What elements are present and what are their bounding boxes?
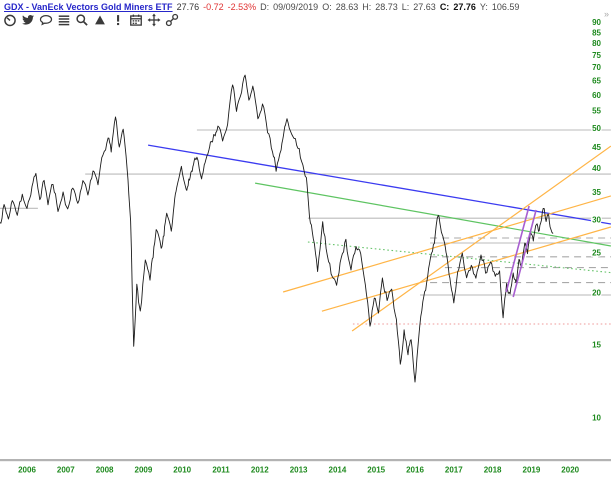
svg-text:2013: 2013 <box>290 466 308 475</box>
svg-text:30: 30 <box>592 216 601 225</box>
list-icon[interactable] <box>57 13 71 27</box>
svg-text:70: 70 <box>592 63 601 72</box>
overlay-lines <box>0 129 611 332</box>
dashboard-icon[interactable] <box>3 13 17 27</box>
svg-text:80: 80 <box>592 39 601 48</box>
collapse-icon[interactable]: » <box>603 9 609 19</box>
svg-text:90: 90 <box>592 18 601 27</box>
svg-text:25: 25 <box>592 249 601 258</box>
link-icon[interactable] <box>165 13 179 27</box>
symbol-link[interactable]: GDX - VanEck Vectors Gold Miners ETF <box>4 2 173 12</box>
open-label: O: <box>322 2 332 12</box>
svg-text:85: 85 <box>592 28 601 37</box>
search-icon[interactable] <box>75 13 89 27</box>
svg-text:45: 45 <box>592 143 601 152</box>
price-change: -0.72 <box>203 2 224 12</box>
overlay-orange-fan-mid[interactable] <box>321 226 611 312</box>
last-price: 27.76 <box>176 2 200 12</box>
svg-text:75: 75 <box>592 51 601 60</box>
svg-text:20: 20 <box>592 289 601 298</box>
exclamation-icon[interactable] <box>111 13 125 27</box>
svg-text:50: 50 <box>592 124 601 133</box>
low-value: 27.63 <box>413 2 436 12</box>
overlay-purple-channel-left[interactable] <box>505 205 530 293</box>
high-value: 28.73 <box>375 2 398 12</box>
svg-text:2009: 2009 <box>135 466 153 475</box>
yield-value: 106.59 <box>491 2 520 12</box>
triangle-up-icon[interactable] <box>93 13 107 27</box>
date-label: D: <box>260 2 270 12</box>
svg-text:35: 35 <box>592 188 601 197</box>
x-axis-labels: 2006 2007 2008 2009 2010 2011 2012 2013 2014 2015… <box>18 466 580 475</box>
svg-text:2008: 2008 <box>96 466 114 475</box>
svg-text:15: 15 <box>592 341 601 350</box>
svg-text:2018: 2018 <box>484 466 502 475</box>
overlay-downtrend-green[interactable] <box>254 182 611 247</box>
low-label: L: <box>401 2 410 12</box>
move-icon[interactable] <box>147 13 161 27</box>
svg-text:2017: 2017 <box>445 466 463 475</box>
svg-text:2015: 2015 <box>367 466 385 475</box>
channel-overlay <box>505 205 537 298</box>
svg-text:2006: 2006 <box>18 466 36 475</box>
overlay-downtrend-blue[interactable] <box>147 144 611 225</box>
overlay-orange-fan-steep[interactable] <box>351 145 611 332</box>
twitter-icon[interactable] <box>21 13 35 27</box>
close-label: C: <box>439 2 450 12</box>
overlay-purple-channel-right[interactable] <box>512 209 537 298</box>
high-label: H: <box>362 2 372 12</box>
axis-separator <box>0 459 611 462</box>
overlay-green-dotted-trend[interactable] <box>307 241 611 274</box>
comment-icon[interactable] <box>39 13 53 27</box>
price-change-pct: -2.53% <box>227 2 257 12</box>
svg-text:10: 10 <box>592 414 601 423</box>
date-value: 09/09/2019 <box>273 2 319 12</box>
yield-label: Y: <box>479 2 488 12</box>
chart-header: GDX - VanEck Vectors Gold Miners ETF 27.7… <box>4 2 523 12</box>
calendar-icon[interactable] <box>129 13 143 27</box>
svg-text:2010: 2010 <box>173 466 191 475</box>
close-value: 27.76 <box>453 2 476 12</box>
price-series <box>0 74 554 383</box>
svg-text:2012: 2012 <box>251 466 269 475</box>
svg-text:2007: 2007 <box>57 466 75 475</box>
svg-text:2019: 2019 <box>523 466 541 475</box>
svg-text:2011: 2011 <box>212 466 230 475</box>
svg-text:65: 65 <box>592 77 601 86</box>
overlay-orange-fan-shallow[interactable] <box>282 195 611 293</box>
svg-text:40: 40 <box>592 164 601 173</box>
open-value: 28.63 <box>335 2 359 12</box>
svg-text:60: 60 <box>592 91 601 100</box>
svg-text:2014: 2014 <box>329 466 347 475</box>
svg-text:2016: 2016 <box>406 466 424 475</box>
svg-text:2020: 2020 <box>561 466 579 475</box>
svg-text:55: 55 <box>592 107 601 116</box>
chart-toolbar <box>3 13 179 27</box>
